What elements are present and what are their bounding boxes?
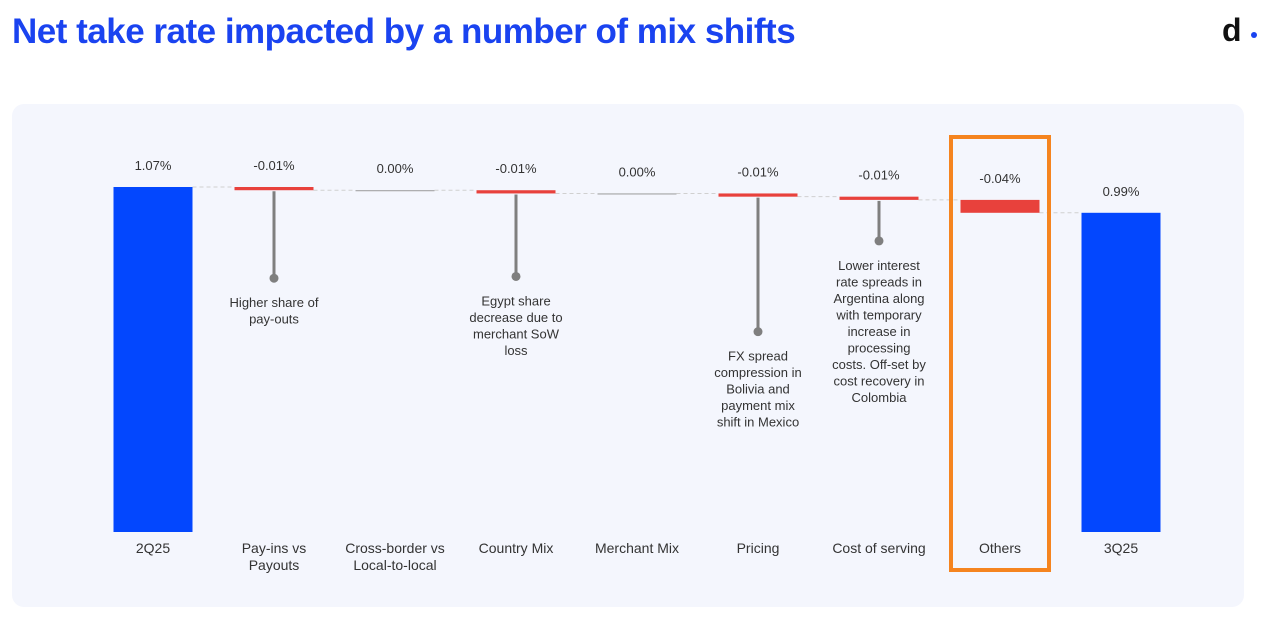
value-label: 0.00% (377, 161, 414, 176)
category-label: 2Q25 (136, 540, 170, 556)
annotation-text: FX spread compression in Bolivia and paymen… (714, 349, 801, 430)
annotation-dot (269, 273, 279, 283)
annotation-text: Lower interest rate spreads in Argentina a… (832, 258, 926, 405)
bar-4 (476, 190, 556, 194)
bar-1 (113, 187, 193, 532)
logo-dot-icon (1251, 32, 1257, 38)
value-label: -0.01% (737, 164, 779, 179)
brand-logo: d (1222, 12, 1242, 48)
bar-9 (1081, 212, 1161, 533)
annotation-dot (753, 327, 763, 337)
category-label: Cross-border vs Local-to-local (345, 540, 445, 573)
bar-3 (355, 190, 435, 192)
highlight-box (949, 135, 1051, 572)
value-label: 0.99% (1103, 184, 1140, 199)
category-label: Merchant Mix (595, 540, 679, 556)
value-label: -0.04% (979, 171, 1021, 186)
value-label: -0.01% (253, 158, 295, 173)
value-label: -0.01% (495, 161, 537, 176)
annotation-dot (874, 236, 884, 246)
page-title: Net take rate impacted by a number of mi… (12, 12, 796, 51)
category-label: Pricing (737, 540, 780, 556)
value-label: 1.07% (135, 158, 172, 173)
category-label: 3Q25 (1104, 540, 1138, 556)
category-label: Pay-ins vs Payouts (242, 540, 307, 573)
bar-2 (234, 187, 314, 191)
category-label: Country Mix (479, 540, 554, 556)
annotation-text: Egypt share decrease due to merchant SoW lo… (469, 293, 562, 358)
bar-5 (597, 193, 677, 195)
chart-panel (12, 104, 1244, 607)
value-label: 0.00% (619, 164, 656, 179)
bar-7 (839, 196, 919, 200)
value-label: -0.01% (858, 168, 900, 183)
bar-6 (718, 193, 798, 197)
category-label: Others (979, 540, 1021, 556)
category-label: Cost of serving (832, 540, 925, 556)
bar-8 (960, 199, 1040, 213)
annotation-dot (511, 271, 521, 281)
annotation-text: Higher share of pay-outs (230, 295, 319, 327)
